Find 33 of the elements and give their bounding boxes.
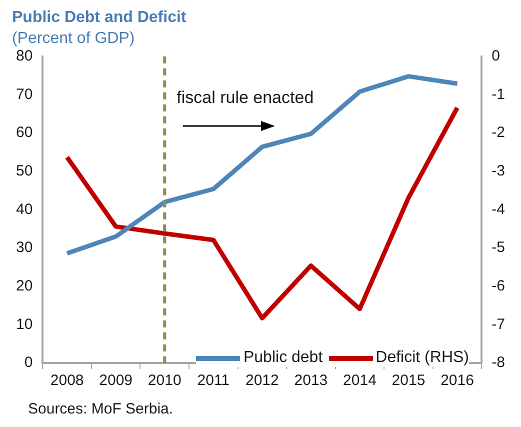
y-tick-label: 30 — [16, 239, 33, 256]
y-tick-label: 40 — [16, 200, 33, 218]
x-tick-label: 2016 — [440, 372, 474, 390]
y2-tick-label: 0 — [492, 48, 500, 65]
y-tick-label: 60 — [16, 124, 33, 142]
annotation: fiscal rule enacted — [176, 88, 314, 108]
x-tick-label: 2011 — [197, 372, 230, 390]
y-tick-label: 50 — [16, 162, 33, 180]
x-tick-label: 2013 — [294, 372, 328, 390]
x-tick-label: 2010 — [148, 372, 182, 390]
x-tick-label: 2008 — [50, 372, 84, 390]
chart-title: Public Debt and Deficit — [12, 9, 187, 26]
legend-label: Public debt — [243, 349, 323, 367]
x-tick-label: 2009 — [99, 372, 133, 390]
y2-tick-label: -1 — [492, 86, 506, 103]
y-tick-label: 0 — [24, 354, 33, 372]
y2-tick-label: -6 — [492, 277, 506, 294]
x-tick-label: 2015 — [392, 372, 426, 390]
legend-label: Deficit (RHS) — [376, 349, 469, 367]
source-note: Sources: MoF Serbia. — [28, 400, 174, 418]
y-tick-label: 70 — [16, 86, 33, 103]
chart-subtitle: (Percent of GDP) — [12, 30, 135, 48]
y2-tick-label: -7 — [492, 316, 506, 333]
y-tick-label: 80 — [16, 48, 33, 65]
y2-tick-label: -5 — [492, 239, 506, 256]
y2-tick-label: -2 — [492, 124, 506, 142]
x-tick-label: 2014 — [343, 372, 376, 390]
y-tick-label: 10 — [16, 316, 33, 333]
y2-tick-label: -4 — [492, 200, 506, 218]
y-tick-label: 20 — [16, 277, 33, 294]
y2-tick-label: -3 — [492, 162, 506, 180]
y2-tick-label: -8 — [492, 354, 506, 372]
x-tick-label: 2012 — [245, 372, 279, 390]
